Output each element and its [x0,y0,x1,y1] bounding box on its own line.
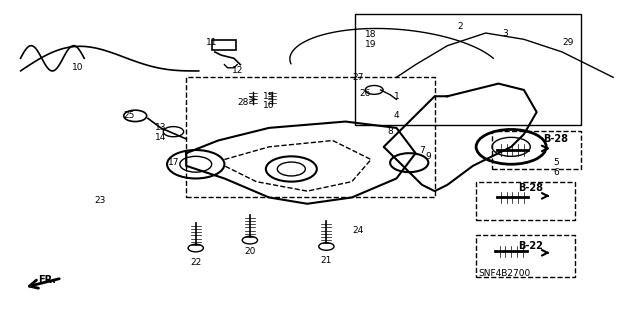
Text: 13: 13 [155,123,166,132]
Text: SNF4B2700: SNF4B2700 [479,269,531,278]
Text: B-28: B-28 [518,183,543,193]
Bar [355,14,581,125]
Text: 6: 6 [553,168,559,177]
Text: 14: 14 [155,133,166,142]
Text: 29: 29 [563,38,574,47]
Text: 25: 25 [123,111,134,120]
Bar [476,235,575,277]
Text: 28: 28 [238,98,249,107]
Text: 26: 26 [359,89,371,98]
Text: 9: 9 [426,152,431,161]
Text: 18: 18 [365,30,377,39]
Text: 3: 3 [502,28,508,38]
Bar [212,40,236,50]
Text: 4: 4 [394,111,399,120]
Text: 23: 23 [95,196,106,205]
Text: 8: 8 [387,127,393,136]
Text: B-22: B-22 [518,241,543,251]
Text: 12: 12 [232,66,243,76]
Text: B-28: B-28 [543,134,568,144]
Text: 22: 22 [190,258,202,267]
Text: 10: 10 [72,63,84,72]
Bar [492,131,581,169]
Text: 15: 15 [263,92,275,101]
Text: 20: 20 [244,247,255,256]
Text: 19: 19 [365,40,377,48]
Text: 21: 21 [321,256,332,265]
Text: 27: 27 [353,73,364,82]
Bar [186,77,435,197]
Text: 2: 2 [458,22,463,31]
Text: FR.: FR. [38,275,56,285]
Text: 16: 16 [263,101,275,110]
Text: 24: 24 [353,226,364,235]
Text: 1: 1 [394,92,399,101]
Text: 17: 17 [168,158,179,167]
Bar [476,182,575,219]
Text: 11: 11 [206,38,218,47]
Text: 5: 5 [553,158,559,167]
Text: 7: 7 [419,145,425,154]
